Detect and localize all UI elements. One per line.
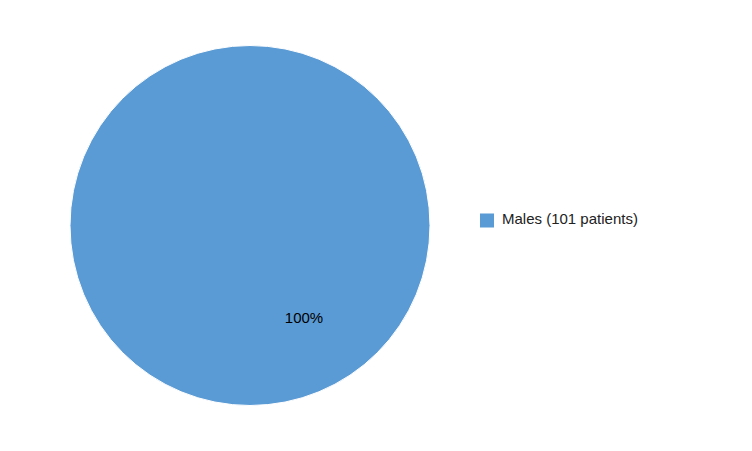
- data-labels: 100%: [285, 309, 323, 326]
- legend-swatch: [480, 214, 494, 228]
- chart-svg: 100% Males (101 patients): [0, 0, 752, 451]
- chart-container: 100% Males (101 patients): [0, 0, 752, 451]
- legend: Males (101 patients): [480, 210, 638, 227]
- pie-slice: [70, 46, 430, 406]
- slices: [70, 46, 430, 406]
- data-label: 100%: [285, 309, 323, 326]
- legend-label: Males (101 patients): [502, 210, 638, 227]
